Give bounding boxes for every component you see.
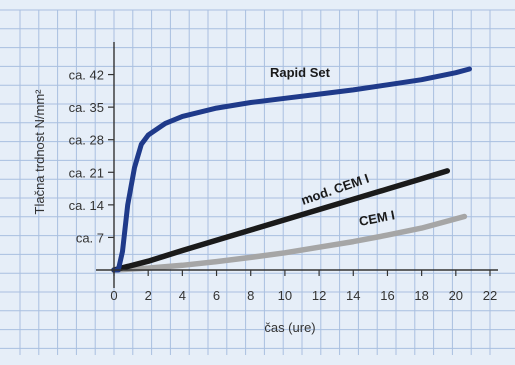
x-axis-title: čas (ure): [264, 320, 315, 335]
x-tick-label: 2: [145, 288, 152, 303]
x-tick-label: 6: [213, 288, 220, 303]
y-axis-title: Tlačna trdnost N/mm²: [32, 89, 47, 215]
y-tick-label: ca. 42: [69, 68, 104, 83]
x-tick-label: 20: [449, 288, 463, 303]
x-tick-label: 4: [179, 288, 186, 303]
series-line-rapid-set: [111, 66, 472, 273]
x-tick-label: 0: [110, 288, 117, 303]
axes: [96, 42, 498, 288]
series-lines: [111, 66, 472, 273]
y-tick-label: ca. 7: [76, 230, 104, 245]
x-tick-label: 22: [483, 288, 497, 303]
x-tick-label: 18: [414, 288, 428, 303]
series-line-cem-i: [111, 213, 468, 273]
tick-labels: 0 2 4 6 8 10 12 14 16 18 20 22 ca. 7 ca. 14 ca. 21 ca. …: [69, 68, 498, 303]
series-label-rapid-set: Rapid Set: [270, 65, 331, 80]
x-tick-label: 10: [278, 288, 292, 303]
y-tick-label: ca. 21: [69, 165, 104, 180]
x-tick-label: 12: [312, 288, 326, 303]
x-tick-label: 14: [346, 288, 360, 303]
x-tick-label: 16: [380, 288, 394, 303]
x-tick-label: 8: [247, 288, 254, 303]
y-tick-label: ca. 35: [69, 100, 104, 115]
series-line-mod-cem-i: [111, 168, 451, 273]
y-tick-label: ca. 14: [69, 198, 104, 213]
y-tick-label: ca. 28: [69, 133, 104, 148]
series-label-cem-i: CEM I: [358, 207, 396, 229]
